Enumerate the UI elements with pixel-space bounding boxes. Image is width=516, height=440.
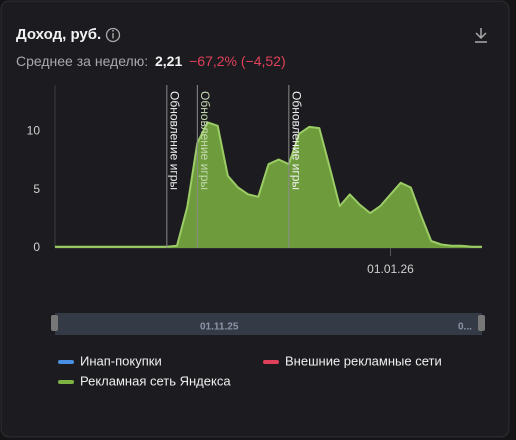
info-icon[interactable]: [105, 27, 121, 43]
chart-title: Доход, руб.: [16, 26, 101, 43]
plot: 0 5 10 01.01.26 Обновление игры Обновление иг…: [27, 85, 482, 276]
legend-swatch: [263, 360, 279, 364]
y-tick-label: 0: [33, 240, 40, 254]
navigator-range: [55, 313, 482, 335]
summary: Среднее за неделю: 2,21 −67,2% (−4,52): [16, 53, 286, 69]
navigator-label: 0...: [458, 322, 472, 333]
navigator-label: 01.11.25: [200, 322, 239, 333]
annotation-label: Обновление игры: [290, 91, 304, 190]
navigator-handle[interactable]: [51, 315, 58, 331]
legend-swatch: [58, 380, 74, 384]
annotation-label: Обновление игры: [168, 91, 182, 190]
summary-label: Среднее за неделю:: [16, 53, 148, 69]
y-tick-label: 10: [27, 124, 41, 138]
y-tick-label: 5: [33, 182, 40, 196]
summary-value: 2,21: [155, 53, 182, 69]
legend: Инап-покупки Внешние рекламные сети Реклам…: [58, 353, 442, 388]
area: [55, 122, 482, 248]
summary-change: −67,2% (−4,52): [189, 53, 286, 69]
legend-swatch: [58, 360, 74, 364]
navigator-handle[interactable]: [478, 315, 485, 331]
line: [55, 121, 482, 248]
legend-label[interactable]: Инап-покупки: [80, 353, 162, 368]
legend-label[interactable]: Рекламная сеть Яндекса: [80, 373, 231, 388]
annotation-label: Обновление игры: [198, 91, 212, 190]
navigator[interactable]: 01.11.25 0...: [51, 313, 485, 335]
x-tick-label: 01.01.26: [367, 262, 414, 276]
download-icon[interactable]: [475, 28, 487, 43]
legend-label[interactable]: Внешние рекламные сети: [285, 353, 442, 368]
